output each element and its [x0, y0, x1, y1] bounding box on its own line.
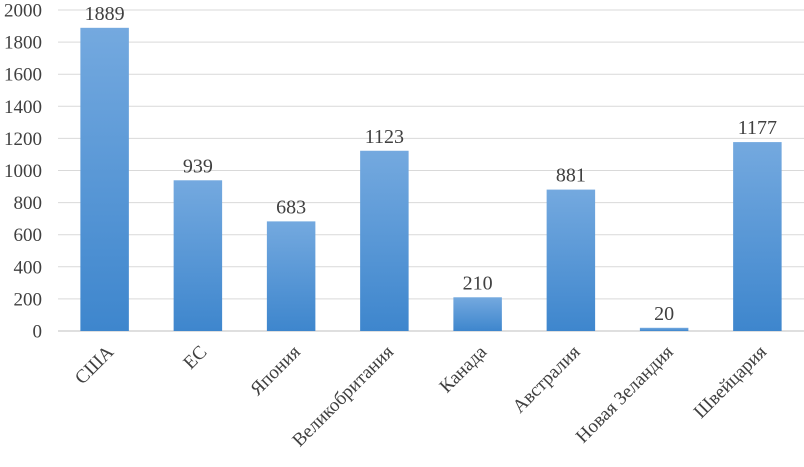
bar — [266, 221, 316, 331]
x-category-label: Швейцария — [690, 342, 771, 423]
data-label: 881 — [556, 165, 586, 187]
x-category-label: Великобритания — [288, 342, 398, 452]
bar — [80, 27, 129, 332]
x-category-label: Новая Зеландия — [572, 342, 678, 448]
data-labels: 1889 939 683 1123 210 881 20 1177 — [85, 3, 777, 325]
y-tick-label: 1600 — [4, 65, 42, 86]
bars — [80, 27, 782, 332]
y-tick-label: 400 — [14, 257, 43, 278]
y-tick-label: 1400 — [4, 97, 42, 118]
x-category-label: США — [71, 341, 118, 388]
data-label: 1123 — [365, 126, 404, 148]
bar — [546, 189, 596, 331]
x-category-label: Канада — [436, 341, 492, 397]
bar — [453, 297, 502, 331]
x-category-label: ЕС — [179, 342, 211, 374]
data-label: 20 — [654, 303, 674, 325]
gridlines — [58, 9, 804, 332]
y-axis-tick-labels: 0 200 400 600 800 1000 1200 1400 1600 1800 2000 — [4, 1, 42, 343]
y-tick-label: 800 — [14, 193, 43, 214]
data-label: 1889 — [85, 3, 125, 25]
bar — [733, 142, 782, 331]
bar — [360, 150, 409, 331]
y-tick-label: 2000 — [4, 1, 42, 22]
y-tick-label: 1800 — [4, 33, 42, 54]
y-tick-label: 0 — [33, 322, 43, 343]
data-label: 1177 — [738, 117, 777, 139]
y-tick-label: 200 — [14, 289, 43, 310]
bar — [639, 327, 689, 331]
y-tick-label: 600 — [14, 225, 43, 246]
data-label: 210 — [463, 272, 493, 294]
data-label: 939 — [183, 155, 213, 177]
y-tick-label: 1000 — [4, 161, 42, 182]
x-category-label: Япония — [246, 342, 304, 400]
x-category-label: Австралия — [509, 342, 585, 418]
bar — [173, 180, 223, 331]
y-tick-label: 1200 — [4, 129, 42, 150]
data-label: 683 — [276, 196, 306, 218]
